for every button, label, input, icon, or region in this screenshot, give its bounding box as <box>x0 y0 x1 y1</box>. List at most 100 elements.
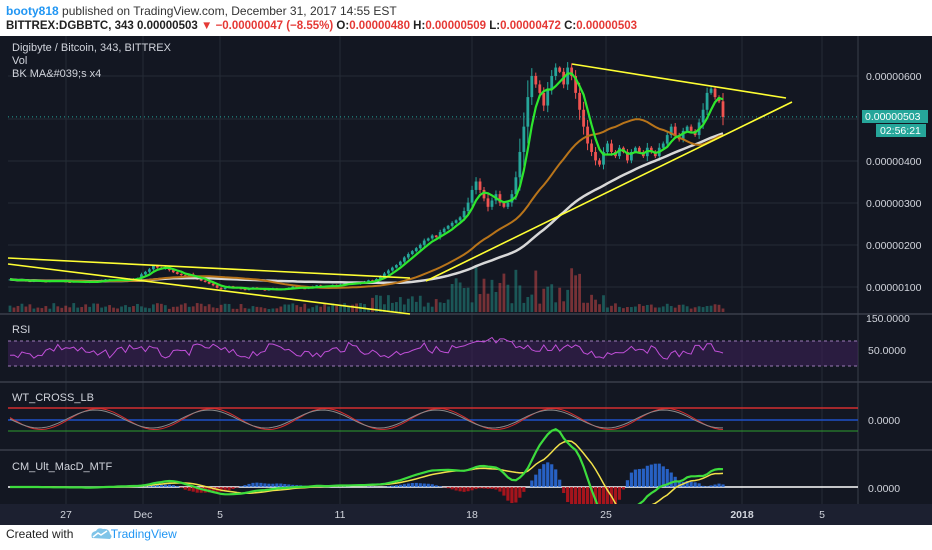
volume-bar-166 <box>669 306 673 312</box>
candle-body-149 <box>602 151 605 165</box>
macd-hist-67 <box>275 483 279 487</box>
volume-bar-108 <box>438 302 442 312</box>
candle-body-130 <box>526 97 530 127</box>
volume-bar-39 <box>163 305 167 312</box>
candle-body-90 <box>367 280 370 282</box>
volume-bar-112 <box>454 278 458 312</box>
candle-body-134 <box>542 92 546 106</box>
macd-hist-143 <box>578 487 582 510</box>
chart-area[interactable]: 0.00000600 0.00000400 0.00000300 0.00000200… <box>0 36 932 525</box>
volume-bar-151 <box>610 305 613 312</box>
trendline-down-lower <box>7 263 411 315</box>
macd-hist-64 <box>263 483 267 487</box>
volume-bar-116 <box>470 302 474 312</box>
ticker-line: BITTREX:DGBBTC, 343 0.00000503 ▼ −0.0000… <box>6 20 637 36</box>
volume-bar-52 <box>215 308 219 312</box>
volume-bar-140 <box>566 289 570 312</box>
candle-body-37 <box>155 265 159 268</box>
volume-bar-30 <box>128 307 131 312</box>
candle-body-151 <box>610 143 613 152</box>
volume-bar-99 <box>402 304 406 312</box>
volume-bar-32 <box>136 303 139 312</box>
macd-hist-46 <box>191 487 195 492</box>
volume-bar-120 <box>486 293 490 312</box>
volume-bar-25 <box>108 305 111 312</box>
macd-hist-173 <box>697 483 701 487</box>
macd-hist-179 <box>721 484 725 487</box>
candle-body-126 <box>510 194 514 203</box>
time-tick-label-3: 11 <box>335 509 346 521</box>
volume-bar-104 <box>422 306 426 312</box>
price-tick-label-2: 0.00000300 <box>866 198 922 210</box>
volume-bar-163 <box>657 307 661 312</box>
volume-bar-152 <box>614 303 617 312</box>
candle-body-162 <box>653 151 657 157</box>
macd-hist-95 <box>386 486 391 487</box>
macd-hist-40 <box>167 484 171 487</box>
candle-body-109 <box>442 228 446 233</box>
candle-body-43 <box>179 273 183 276</box>
candle-body-100 <box>406 254 410 258</box>
candle-body-103 <box>418 244 422 249</box>
volume-bar-11 <box>52 303 56 312</box>
macd-hist-137 <box>554 469 558 487</box>
volume-bar-98 <box>398 297 402 312</box>
macd-hist-58 <box>239 486 243 487</box>
volume-bar-129 <box>522 302 526 312</box>
macd-hist-116 <box>470 487 474 491</box>
macd-hist-175 <box>705 486 709 487</box>
candle-body-148 <box>598 160 601 165</box>
macd-hist-153 <box>617 487 622 500</box>
time-tick-label-1: Dec <box>134 509 153 521</box>
volume-bar-27 <box>116 308 119 312</box>
volume-bar-128 <box>518 285 522 312</box>
volume-bar-107 <box>434 299 438 312</box>
countdown-label: 02:56:21 <box>880 125 921 137</box>
candle-body-171 <box>689 126 693 131</box>
volume-bar-4 <box>24 306 28 312</box>
volume-bar-54 <box>223 303 227 312</box>
macd-hist-174 <box>701 485 705 487</box>
volume-bar-51 <box>211 307 215 312</box>
macd-hist-177 <box>713 484 717 487</box>
volume-bar-2 <box>16 305 20 312</box>
volume-bar-144 <box>582 302 585 312</box>
candle-body-59 <box>243 289 247 291</box>
volume-bar-17 <box>76 307 80 312</box>
candle-body-101 <box>410 251 414 255</box>
volume-bar-71 <box>291 303 295 312</box>
macd-hist-61 <box>251 482 255 487</box>
volume-bar-96 <box>390 302 394 312</box>
candle-body-135 <box>546 88 550 106</box>
candle-body-49 <box>203 280 207 282</box>
volume-bar-73 <box>299 306 303 312</box>
macd-title: CM_Ult_MacD_MTF <box>12 461 113 473</box>
volume-bar-6 <box>32 308 36 312</box>
candle-body-165 <box>665 135 669 144</box>
volume-bar-145 <box>586 302 589 312</box>
macd-hist-160 <box>645 465 649 487</box>
volume-bar-135 <box>546 286 550 312</box>
price-tick-label-0: 0.00000600 <box>866 71 922 83</box>
candle-body-117 <box>474 181 478 190</box>
candle-body-105 <box>426 238 430 241</box>
author-link[interactable]: booty818 <box>6 4 59 18</box>
macd-hist-96 <box>390 485 394 487</box>
macd-hist-133 <box>538 468 542 487</box>
candle-body-118 <box>478 181 482 190</box>
macd-hist-57 <box>235 487 239 488</box>
volume-bar-1 <box>12 307 16 312</box>
volume-bar-165 <box>665 303 669 312</box>
wt-title: WT_CROSS_LB <box>12 392 94 404</box>
volume-bar-74 <box>303 303 307 312</box>
candle-body-93 <box>379 276 382 279</box>
volume-bar-171 <box>689 308 693 312</box>
volume-bar-178 <box>717 304 721 312</box>
publish-header: booty818 published on TradingView.com, D… <box>6 4 397 20</box>
macd-hist-144 <box>581 487 586 516</box>
tradingview-link[interactable]: TradingView <box>110 527 177 541</box>
macd-hist-113 <box>458 487 462 492</box>
volume-bar-37 <box>155 303 159 312</box>
macd-hist-138 <box>558 479 562 487</box>
macd-hist-102 <box>414 482 418 487</box>
